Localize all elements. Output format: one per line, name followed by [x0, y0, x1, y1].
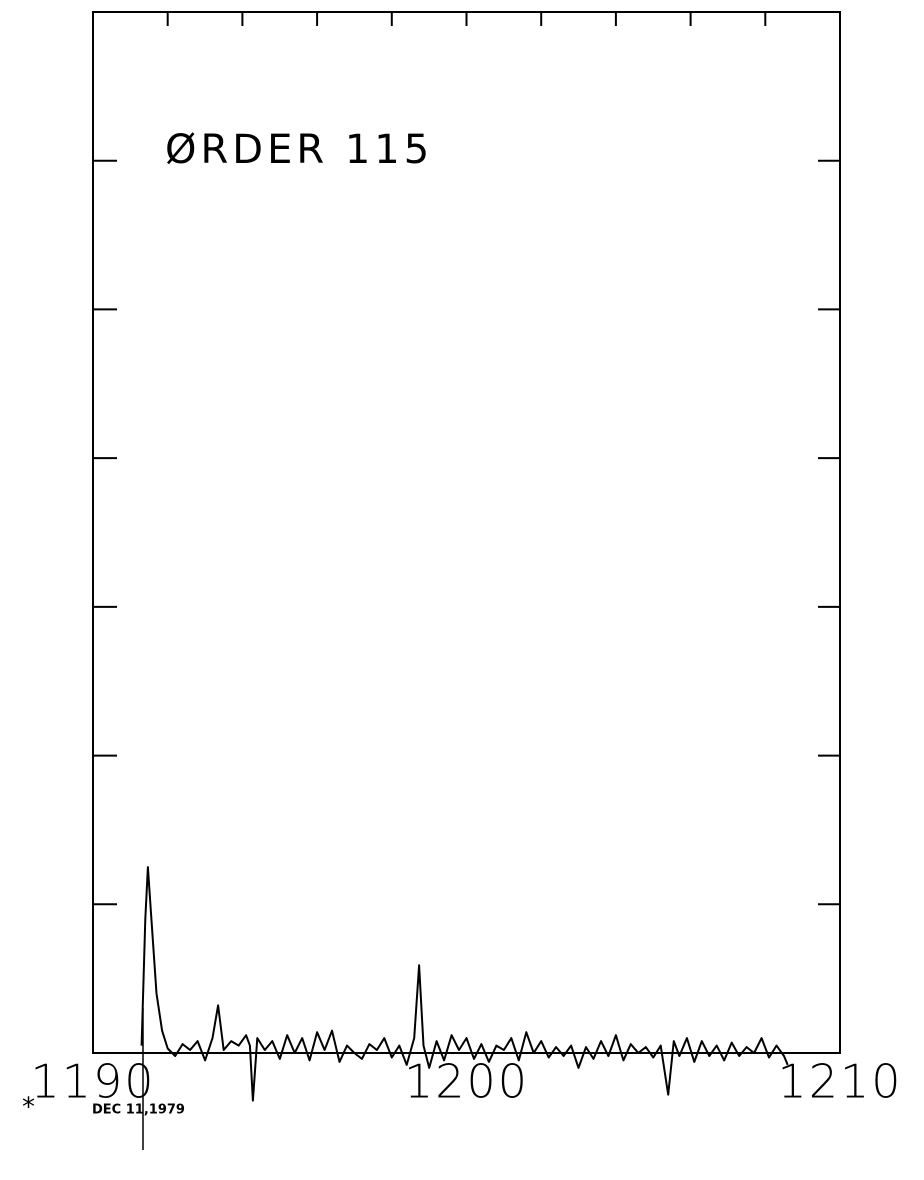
x-tick-label: 1190	[30, 1055, 155, 1109]
star-marker: *	[22, 1093, 35, 1123]
spectrum-line	[140, 866, 789, 1102]
x-tick-label: 1210	[777, 1055, 902, 1109]
x-tick-label: 1200	[404, 1055, 529, 1109]
chart-title: ØRDER 115	[165, 127, 433, 173]
date-annotation: DEC 11,1979	[92, 1103, 185, 1118]
